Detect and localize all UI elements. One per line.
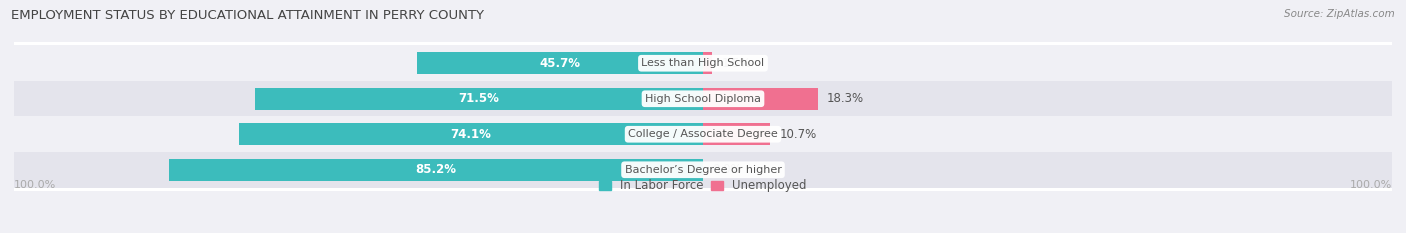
Text: 18.3%: 18.3% (827, 92, 865, 105)
Text: 45.7%: 45.7% (540, 57, 581, 70)
Bar (14, 45, 1392, 81)
Text: Less than High School: Less than High School (641, 58, 765, 68)
Text: EMPLOYMENT STATUS BY EDUCATIONAL ATTAINMENT IN PERRY COUNTY: EMPLOYMENT STATUS BY EDUCATIONAL ATTAINM… (11, 9, 484, 22)
Text: 71.5%: 71.5% (458, 92, 499, 105)
Text: Source: ZipAtlas.com: Source: ZipAtlas.com (1284, 9, 1395, 19)
Text: 85.2%: 85.2% (416, 163, 457, 176)
Bar (256, 88, 703, 110)
Bar (14, 81, 1392, 116)
Text: High School Diploma: High School Diploma (645, 94, 761, 104)
Bar (703, 88, 818, 110)
Legend: In Labor Force, Unemployed: In Labor Force, Unemployed (595, 175, 811, 197)
Bar (703, 123, 770, 145)
Bar (14, 116, 1392, 152)
Bar (239, 123, 703, 145)
Text: 74.1%: 74.1% (450, 128, 491, 141)
Bar (169, 159, 703, 181)
Text: 100.0%: 100.0% (14, 180, 56, 190)
Text: 0.0%: 0.0% (713, 163, 742, 176)
Text: 1.5%: 1.5% (721, 57, 752, 70)
Text: College / Associate Degree: College / Associate Degree (628, 129, 778, 139)
Text: Bachelor’s Degree or higher: Bachelor’s Degree or higher (624, 165, 782, 175)
Text: 10.7%: 10.7% (779, 128, 817, 141)
Bar (703, 52, 713, 74)
Text: 100.0%: 100.0% (1350, 180, 1392, 190)
Bar (14, 152, 1392, 188)
Bar (416, 52, 703, 74)
